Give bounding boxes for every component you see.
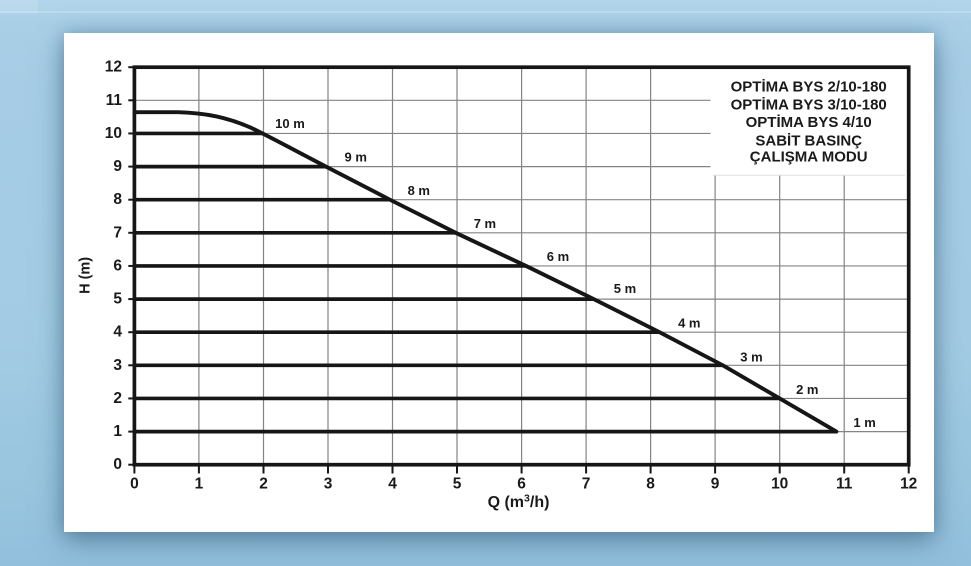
svg-text:3: 3 [113,357,122,374]
svg-text:SABİT BASINÇ: SABİT BASINÇ [755,132,862,149]
svg-text:OPTİMA BYS 3/10-180: OPTİMA BYS 3/10-180 [731,97,887,114]
svg-text:6 m: 6 m [547,249,569,264]
svg-text:5: 5 [453,475,462,492]
svg-text:OPTİMA BYS 4/10: OPTİMA BYS 4/10 [746,114,872,131]
svg-text:1: 1 [195,475,204,492]
svg-text:4 m: 4 m [678,315,700,330]
svg-text:4: 4 [113,324,122,341]
svg-text:0: 0 [113,456,122,473]
svg-text:11: 11 [106,92,123,109]
svg-text:10: 10 [105,125,122,142]
svg-text:6: 6 [517,475,526,492]
svg-text:11: 11 [836,475,853,492]
svg-text:1: 1 [113,423,122,440]
svg-text:8 m: 8 m [408,183,430,198]
svg-text:9: 9 [711,475,720,492]
svg-text:0: 0 [130,475,139,492]
svg-text:4: 4 [388,475,397,492]
svg-text:8: 8 [113,191,122,208]
svg-text:2: 2 [259,475,268,492]
svg-text:7: 7 [113,224,122,241]
svg-text:10 m: 10 m [275,116,305,131]
svg-text:ÇALIŞMA MODU: ÇALIŞMA MODU [750,149,868,166]
svg-text:6: 6 [113,257,122,274]
svg-text:1 m: 1 m [853,415,875,430]
svg-text:9: 9 [113,158,122,175]
svg-text:9 m: 9 m [344,149,366,164]
svg-text:2: 2 [113,390,122,407]
svg-text:12: 12 [105,59,122,76]
svg-text:8: 8 [646,475,655,492]
svg-text:3: 3 [324,475,333,492]
svg-text:7 m: 7 m [474,216,496,231]
svg-text:7: 7 [582,475,591,492]
svg-text:OPTİMA BYS 2/10-180: OPTİMA BYS 2/10-180 [731,79,887,96]
svg-text:2 m: 2 m [796,382,818,397]
svg-text:10: 10 [771,475,788,492]
svg-text:H (m): H (m) [78,257,94,294]
svg-text:12: 12 [900,475,917,492]
svg-text:5 m: 5 m [614,281,636,296]
svg-text:3 m: 3 m [740,350,762,365]
svg-text:Q (m3/h): Q (m3/h) [488,493,550,512]
svg-text:5: 5 [113,291,122,308]
